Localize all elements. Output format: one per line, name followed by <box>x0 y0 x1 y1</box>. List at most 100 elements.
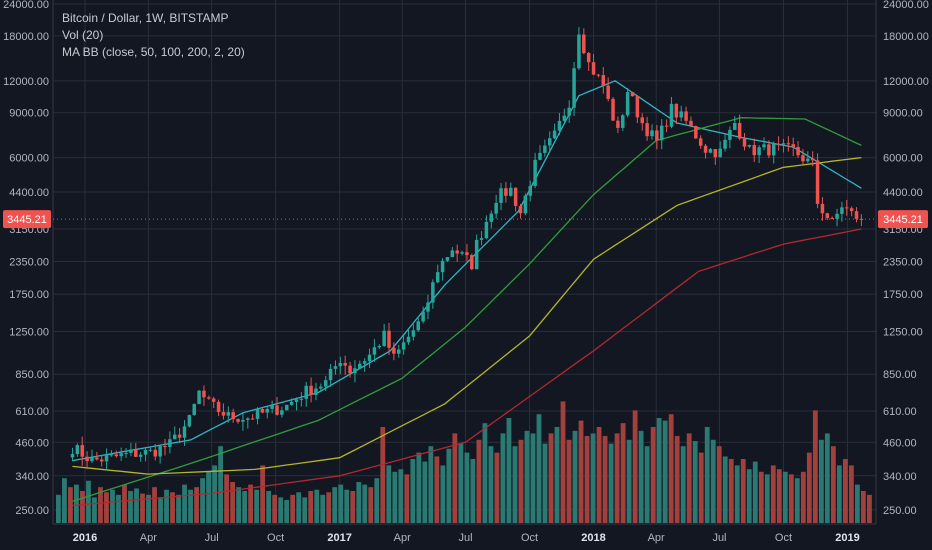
volume-bar <box>368 487 374 523</box>
volume-bar <box>206 471 211 523</box>
candle <box>733 116 737 131</box>
volume-bar <box>584 435 590 523</box>
volume-bar <box>566 439 572 523</box>
candle <box>582 28 586 55</box>
candlesticks <box>70 27 864 471</box>
candle <box>182 420 187 446</box>
volume-bar <box>806 452 812 523</box>
candle <box>382 323 386 347</box>
chart-frame <box>52 0 877 525</box>
y-tick-label-left: 18000.00 <box>3 31 49 43</box>
candle <box>221 403 226 420</box>
volume-bar <box>452 433 458 523</box>
candle <box>372 339 377 362</box>
time-axis[interactable]: 2016 Apr Jul Oct 2017 Apr Jul Oct 2018 Apr Jul Oct 2… <box>73 532 860 544</box>
candle <box>426 294 430 320</box>
candle <box>708 147 713 154</box>
symbol-title[interactable]: Bitcoin / Dollar, 1W, BITSTAMP <box>62 11 229 25</box>
candle <box>309 377 313 403</box>
candle <box>284 404 289 411</box>
volume-bar <box>740 459 746 523</box>
volume-bar <box>788 474 794 523</box>
candle <box>737 114 742 141</box>
candle <box>450 247 455 258</box>
candle <box>611 97 615 121</box>
ma-bb-indicator-label[interactable]: MA BB (close, 50, 100, 200, 2, 20) <box>62 45 245 59</box>
volume-bar <box>596 427 602 523</box>
candle <box>338 356 343 375</box>
candle <box>265 406 270 419</box>
volume-bar <box>398 469 404 523</box>
candle <box>348 361 352 378</box>
candle <box>460 250 464 256</box>
candle <box>109 450 114 457</box>
volume-bar <box>158 497 163 523</box>
volume-bar <box>152 487 157 523</box>
candle <box>484 215 489 240</box>
x-tick-label: Apr <box>140 532 157 544</box>
candle <box>572 62 576 117</box>
x-tick-label: 2019 <box>835 532 859 544</box>
volume-bar <box>296 492 302 523</box>
volume-bar <box>422 461 428 523</box>
candle <box>616 116 620 134</box>
volume-bar <box>56 494 61 523</box>
candle <box>586 51 591 71</box>
volume-bar <box>386 465 392 523</box>
volume-bar <box>818 439 824 523</box>
volume-indicator-label[interactable]: Vol (20) <box>62 28 104 42</box>
volume-bar <box>704 427 710 523</box>
candle <box>509 182 513 197</box>
y-tick-label-right: 18000.00 <box>883 31 929 43</box>
volume-bar <box>560 401 566 523</box>
volume-bar <box>602 435 608 523</box>
candle <box>684 106 688 125</box>
volume-bar <box>524 430 530 523</box>
volume-bar <box>770 465 776 523</box>
candle <box>197 389 201 405</box>
candle <box>275 396 279 416</box>
volume-bar <box>416 452 422 523</box>
candle <box>119 447 123 461</box>
price-axis-right[interactable]: 24000.00 18000.00 12000.00 9000.00 6000.00 44… <box>883 0 929 517</box>
candle <box>689 116 693 128</box>
volume-bar <box>284 499 290 523</box>
volume-bar <box>434 456 440 523</box>
volume-bar <box>758 471 764 523</box>
price-badge-right-bg <box>878 210 928 229</box>
volume-bar <box>308 491 314 523</box>
volume-bar <box>92 497 97 523</box>
volume-bar <box>716 446 722 523</box>
price-badge-left: 3445.21 <box>7 214 47 226</box>
x-tick-label: Jul <box>712 532 726 544</box>
volume-bar <box>134 488 139 523</box>
volume-bar <box>854 484 860 523</box>
volume-bar <box>692 441 698 523</box>
candle <box>323 375 328 392</box>
price-axis-left[interactable]: 24000.00 18000.00 12000.00 9000.00 6000.00 44… <box>3 0 49 517</box>
volume-bar <box>356 482 362 523</box>
candle <box>543 139 547 157</box>
volume-bar <box>176 494 181 523</box>
volume-bar <box>260 465 266 523</box>
volume-bar <box>554 427 560 523</box>
volume-bar <box>812 410 818 523</box>
candle <box>694 125 698 140</box>
volume-bar <box>344 489 350 523</box>
volume-bar <box>842 459 848 523</box>
volume-bar <box>722 456 728 523</box>
candle <box>177 428 182 444</box>
y-tick-label-right: 12000.00 <box>883 76 929 88</box>
candle <box>757 145 761 164</box>
volume-bar <box>218 446 224 523</box>
volume-bar <box>866 494 872 523</box>
volume-bar <box>68 487 73 523</box>
candle <box>810 151 815 167</box>
candle <box>533 152 537 189</box>
volume-bar <box>836 465 842 523</box>
volume-bar <box>728 459 734 523</box>
candle <box>762 137 766 151</box>
candle <box>659 119 664 150</box>
volume-bar <box>542 443 548 523</box>
